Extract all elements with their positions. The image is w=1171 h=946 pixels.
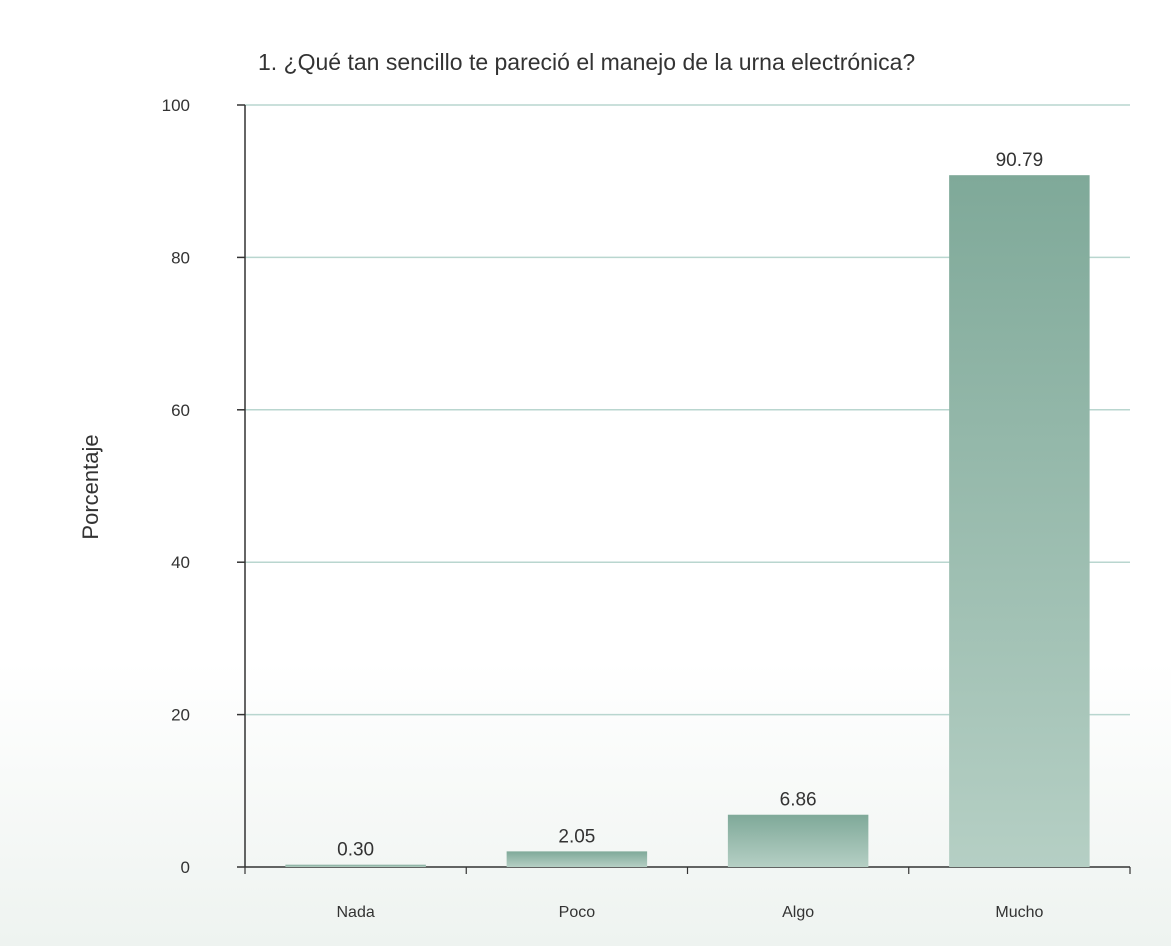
value-label-poco: 2.05 — [558, 826, 595, 847]
y-tick-labels: 0 20 40 60 80 100 — [162, 96, 190, 877]
y-tick-label: 40 — [171, 553, 190, 572]
bars — [285, 175, 1090, 868]
value-labels: 0.30 2.05 6.86 90.79 — [337, 150, 1043, 861]
bar-poco — [506, 851, 648, 867]
bar-mucho — [949, 175, 1090, 868]
category-label-poco: Poco — [559, 904, 596, 921]
y-tick-label: 0 — [181, 858, 190, 877]
bar-nada — [285, 864, 426, 867]
value-label-nada: 0.30 — [337, 840, 374, 861]
y-tick-label: 20 — [171, 706, 190, 725]
y-tick-label: 100 — [162, 96, 190, 115]
chart-title: 1. ¿Qué tan sencillo te pareció el manej… — [258, 49, 915, 75]
category-labels: Nada Poco Algo Mucho — [337, 904, 1044, 921]
category-label-mucho: Mucho — [995, 904, 1043, 921]
value-label-mucho: 90.79 — [996, 150, 1044, 171]
y-tick-label: 60 — [171, 401, 190, 420]
bar-algo — [727, 814, 869, 867]
value-label-algo: 6.86 — [780, 790, 817, 811]
y-axis-label: Porcentaje — [78, 434, 103, 539]
category-label-algo: Algo — [782, 904, 814, 921]
category-label-nada: Nada — [337, 904, 375, 921]
y-tick-label: 80 — [171, 248, 190, 267]
